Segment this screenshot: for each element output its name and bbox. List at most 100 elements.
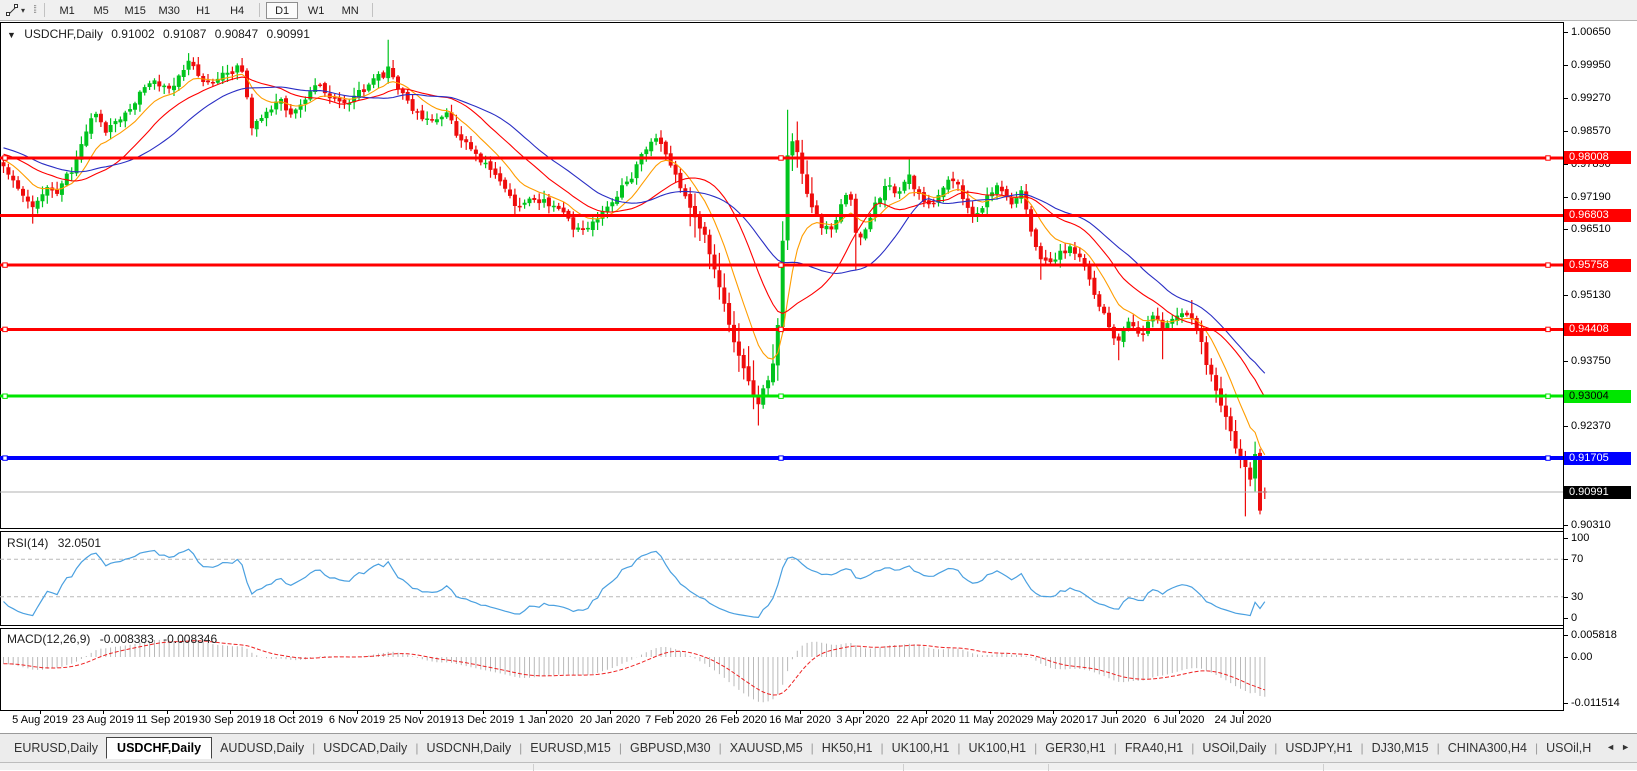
date-axis-tick xyxy=(230,711,231,714)
tab-eurusd-m15[interactable]: EURUSD,M15 xyxy=(530,741,611,755)
timeframe-button-mn[interactable]: MN xyxy=(341,4,359,17)
tab-dj30-m15[interactable]: DJ30,M15 xyxy=(1371,741,1429,755)
tab-hk50-h1[interactable]: HK50,H1 xyxy=(821,741,873,755)
symbol-dropdown-arrow[interactable]: ▼ xyxy=(7,30,16,40)
hline-price-badge-0.93004[interactable]: 0.93004 xyxy=(1564,390,1631,403)
price-axis-tick xyxy=(1563,197,1568,198)
tab-eurusd-daily[interactable]: EURUSD,Daily xyxy=(14,741,99,755)
hline-drag-handle[interactable] xyxy=(2,455,8,461)
hline-drag-handle[interactable] xyxy=(2,262,8,268)
hline-price-badge-0.91705[interactable]: 0.91705 xyxy=(1564,452,1631,465)
tool-dropdown-caret[interactable]: ▾ xyxy=(21,5,26,15)
down-candle-bodies xyxy=(1,61,1267,511)
chart-tab-bar: EURUSD,Daily USDCHF,Daily AUDUSD,Daily | USD… xyxy=(0,733,1637,762)
tab-usdjpy-h1[interactable]: USDJPY,H1 xyxy=(1285,741,1353,755)
chart-canvas[interactable] xyxy=(0,0,1637,731)
hline-drag-handle[interactable] xyxy=(2,155,8,161)
tabs-scroll-right-button[interactable]: ► xyxy=(1621,742,1630,752)
price-axis-label: 0.99270 xyxy=(1571,92,1611,104)
rsi-indicator-pane[interactable] xyxy=(0,531,1564,626)
hline-drag-handle[interactable] xyxy=(778,455,784,461)
tab-fra40-h1[interactable]: FRA40,H1 xyxy=(1124,741,1184,755)
hline-drag-handle[interactable] xyxy=(778,155,784,161)
tab-ger30-h1[interactable]: GER30,H1 xyxy=(1045,741,1106,755)
tab-uk100-h1[interactable]: UK100,H1 xyxy=(968,741,1027,755)
quote-low: 0.90847 xyxy=(214,27,259,41)
rsi-axis-label: 30 xyxy=(1571,591,1584,603)
x-axis-date: 11 May 2020 xyxy=(958,714,1022,726)
chart-title: ▼ USDCHF,Daily 0.91002 0.91087 0.90847 0… xyxy=(7,27,315,41)
trendline-tool-icon[interactable] xyxy=(3,2,21,19)
hline-drag-handle[interactable] xyxy=(1545,155,1551,161)
tab-separator: | xyxy=(415,741,419,755)
price-axis[interactable] xyxy=(1563,22,1637,710)
macd-indicator-pane[interactable] xyxy=(0,628,1564,711)
hline-drag-handle[interactable] xyxy=(1545,262,1551,268)
tab-separator: | xyxy=(1034,741,1038,755)
timeframe-button-m5[interactable]: M5 xyxy=(93,4,109,17)
price-axis-tick xyxy=(1563,131,1568,132)
hline-drag-handle[interactable] xyxy=(2,393,8,399)
price-axis-label: 0.95130 xyxy=(1571,289,1611,301)
rsi-line xyxy=(3,548,1266,619)
timeframe-button-h1[interactable]: H1 xyxy=(196,4,211,17)
date-axis-tick xyxy=(736,711,737,714)
hline-drag-handle[interactable] xyxy=(778,393,784,399)
tab-uk100-h1[interactable]: UK100,H1 xyxy=(891,741,950,755)
hline-drag-handle[interactable] xyxy=(1545,393,1551,399)
x-axis-date: 25 Nov 2019 xyxy=(388,714,452,726)
tab-xauusd-m5[interactable]: XAUUSD,M5 xyxy=(729,741,803,755)
x-axis-date: 7 Feb 2020 xyxy=(645,714,701,726)
x-axis-date: 1 Jan 2020 xyxy=(518,714,574,726)
hline-price-badge-0.94408[interactable]: 0.94408 xyxy=(1564,323,1631,336)
tab-separator: | xyxy=(1274,741,1278,755)
price-axis-tick xyxy=(1563,164,1568,165)
date-axis-tick xyxy=(1179,711,1180,714)
hline-price-badge-0.98008[interactable]: 0.98008 xyxy=(1564,151,1631,164)
quote-high: 0.91087 xyxy=(163,27,207,41)
tab-separator: | xyxy=(1113,741,1117,755)
tab-audusd-daily[interactable]: AUDUSD,Daily xyxy=(220,741,305,755)
tab-usdchf-daily-active[interactable]: USDCHF,Daily xyxy=(106,737,213,759)
x-axis-date: 6 Nov 2019 xyxy=(328,714,386,726)
hline-drag-handle[interactable] xyxy=(778,326,784,333)
tab-separator: | xyxy=(1534,741,1539,755)
price-axis-tick xyxy=(1563,426,1568,427)
hline-price-badge-0.96803[interactable]: 0.96803 xyxy=(1564,209,1631,222)
price-axis-label: 0.93750 xyxy=(1571,355,1611,367)
timeframe-button-m15[interactable]: M15 xyxy=(124,4,146,17)
down-candle-wicks xyxy=(2,57,1266,517)
tab-usdcnh-daily[interactable]: USDCNH,Daily xyxy=(426,741,512,755)
price-axis-tick xyxy=(1563,295,1568,296)
x-axis-date: 16 Mar 2020 xyxy=(769,714,831,726)
tab-separator: | xyxy=(1360,741,1364,755)
date-axis[interactable]: 5 Aug 2019 23 Aug 2019 11 Sep 2019 30 Sep 2… xyxy=(0,711,1637,732)
hline-drag-handle[interactable] xyxy=(1545,455,1551,461)
macd-histogram xyxy=(3,639,1266,703)
timeframe-button-h4[interactable]: H4 xyxy=(230,4,245,17)
macd-value-main: -0.008383 xyxy=(99,632,154,646)
tab-usoil-h[interactable]: USOil,H xyxy=(1546,741,1592,755)
tab-usoil-daily[interactable]: USOil,Daily xyxy=(1202,741,1267,755)
tab-gbpusd-m30[interactable]: GBPUSD,M30 xyxy=(630,741,711,755)
tab-usdcad-daily[interactable]: USDCAD,Daily xyxy=(323,741,408,755)
timeframe-button-m30[interactable]: M30 xyxy=(158,4,180,17)
hline-drag-handle[interactable] xyxy=(778,262,784,268)
hline-drag-handle[interactable] xyxy=(1545,326,1551,333)
status-divider xyxy=(1323,764,1324,771)
timeframe-button-w1[interactable]: W1 xyxy=(307,4,325,17)
date-axis-tick xyxy=(357,711,358,714)
rsi-value: 32.0501 xyxy=(57,536,102,550)
hline-drag-handle[interactable] xyxy=(2,326,8,333)
tabs-scroll-left-button[interactable]: ◄ xyxy=(1606,742,1616,752)
date-axis-tick xyxy=(1116,711,1117,714)
timeframe-button-d1[interactable]: D1 xyxy=(266,1,299,19)
price-axis-label: 0.92370 xyxy=(1571,420,1611,432)
hline-price-badge-0.95758[interactable]: 0.95758 xyxy=(1564,259,1631,272)
quote-close: 0.90991 xyxy=(266,27,310,41)
price-axis-label: 0.90310 xyxy=(1571,519,1611,531)
timeframe-button-m1[interactable]: M1 xyxy=(59,4,75,17)
x-axis-date: 5 Aug 2019 xyxy=(12,714,68,726)
rsi-name: RSI(14) xyxy=(7,536,49,550)
tab-china300-h4[interactable]: CHINA300,H4 xyxy=(1447,741,1527,755)
